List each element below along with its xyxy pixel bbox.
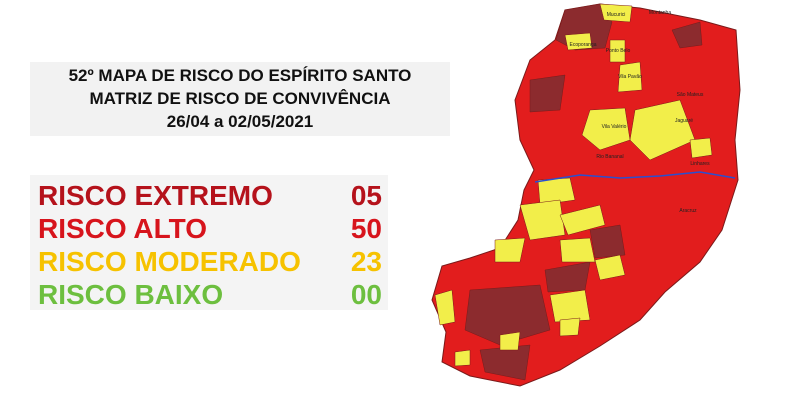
legend-row: RISCO EXTREMO 05 bbox=[38, 179, 382, 213]
header-line: MATRIZ DE RISCO DE CONVIVÊNCIA bbox=[89, 89, 391, 108]
moderate-region bbox=[564, 32, 593, 51]
moderate-region bbox=[559, 237, 596, 263]
moderate-region bbox=[494, 237, 526, 263]
moderate-region bbox=[454, 349, 471, 367]
moderate-region bbox=[594, 254, 626, 281]
extreme-region bbox=[529, 74, 566, 113]
moderate-region bbox=[689, 137, 713, 159]
municipality-label: São Mateus bbox=[677, 92, 704, 98]
risk-count: 05 bbox=[350, 180, 382, 211]
municipality-label: Montanha bbox=[649, 10, 671, 16]
header-line: 26/04 a 02/05/2021 bbox=[166, 112, 314, 131]
moderate-region bbox=[617, 61, 643, 93]
municipality-label: Ponto Belo bbox=[606, 48, 631, 54]
moderate-region bbox=[581, 107, 631, 151]
moderate-region bbox=[559, 317, 581, 337]
legend-row: RISCO MODERADO 23 bbox=[38, 245, 382, 279]
municipality-label: Ecoporanga bbox=[570, 42, 597, 48]
risk-count: 23 bbox=[350, 246, 382, 277]
header-line: 52º MAPA DE RISCO DO ESPÍRITO SANTO bbox=[68, 66, 412, 85]
extreme-region bbox=[464, 284, 551, 346]
legend: RISCO EXTREMO 05 RISCO ALTO 50 RISCO MODERAD… bbox=[30, 175, 388, 310]
municipality-label: Jaguaré bbox=[675, 118, 693, 124]
risk-label: RISCO BAIXO bbox=[38, 279, 224, 310]
moderate-region bbox=[629, 99, 696, 161]
municipality-label: Mucurici bbox=[607, 12, 626, 18]
risk-count: 50 bbox=[350, 213, 382, 244]
moderate-region bbox=[559, 204, 606, 236]
risk-count: 00 bbox=[350, 279, 382, 310]
moderate-region bbox=[609, 39, 626, 63]
risk-label: RISCO EXTREMO bbox=[38, 180, 273, 211]
moderate-region bbox=[434, 289, 456, 326]
risk-label: RISCO ALTO bbox=[38, 213, 208, 244]
moderate-region bbox=[599, 3, 633, 23]
moderate-region bbox=[549, 289, 591, 323]
moderate-region bbox=[499, 331, 521, 351]
municipality-label: Vila Valério bbox=[602, 124, 627, 130]
river bbox=[534, 171, 736, 183]
extreme-region bbox=[589, 224, 626, 259]
moderate-region bbox=[519, 199, 566, 241]
extreme-regions bbox=[464, 3, 703, 381]
municipality-label: Rio Bananal bbox=[596, 154, 623, 160]
legend-row: RISCO ALTO 50 bbox=[38, 212, 382, 246]
header: 52º MAPA DE RISCO DO ESPÍRITO SANTO MATR… bbox=[30, 62, 450, 136]
extreme-region bbox=[671, 21, 703, 49]
moderate-regions bbox=[434, 3, 713, 367]
municipality-label: Aracruz bbox=[679, 208, 697, 214]
risk-label: RISCO MODERADO bbox=[38, 246, 301, 277]
municipality-label: Vila Pavão bbox=[618, 74, 642, 80]
legend-row: RISCO BAIXO 00 bbox=[38, 278, 382, 312]
municipality-label: Linhares bbox=[690, 161, 710, 167]
